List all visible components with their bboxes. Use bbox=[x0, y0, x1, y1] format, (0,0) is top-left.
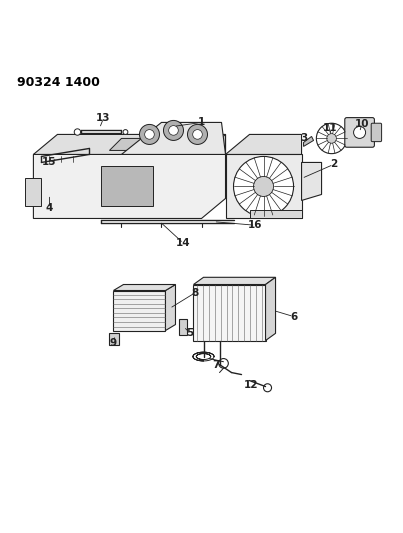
Circle shape bbox=[316, 123, 347, 154]
Polygon shape bbox=[226, 134, 301, 155]
Text: 14: 14 bbox=[176, 238, 191, 248]
Bar bbox=[193, 285, 266, 341]
Polygon shape bbox=[249, 211, 301, 219]
Polygon shape bbox=[25, 179, 42, 206]
Text: 5: 5 bbox=[186, 328, 193, 337]
Circle shape bbox=[253, 176, 274, 197]
Circle shape bbox=[74, 129, 81, 135]
Text: 8: 8 bbox=[192, 287, 199, 297]
Bar bbox=[110, 333, 119, 344]
Text: 90324 1400: 90324 1400 bbox=[17, 76, 100, 90]
FancyBboxPatch shape bbox=[371, 123, 382, 142]
Circle shape bbox=[139, 124, 160, 144]
Circle shape bbox=[193, 130, 202, 139]
Text: 15: 15 bbox=[42, 157, 57, 167]
Text: 16: 16 bbox=[248, 220, 263, 230]
Polygon shape bbox=[226, 155, 301, 219]
Polygon shape bbox=[33, 155, 226, 219]
Text: 6: 6 bbox=[290, 311, 297, 321]
Polygon shape bbox=[110, 139, 181, 150]
Polygon shape bbox=[166, 285, 175, 330]
Polygon shape bbox=[202, 134, 226, 155]
Text: 1: 1 bbox=[198, 117, 205, 127]
Text: 7: 7 bbox=[212, 360, 219, 370]
Polygon shape bbox=[33, 134, 226, 155]
Circle shape bbox=[164, 120, 183, 140]
Text: 4: 4 bbox=[46, 204, 53, 214]
Polygon shape bbox=[102, 166, 154, 206]
Text: 9: 9 bbox=[110, 337, 117, 348]
Circle shape bbox=[233, 157, 293, 216]
FancyBboxPatch shape bbox=[345, 118, 374, 147]
Text: 11: 11 bbox=[322, 124, 337, 133]
Text: 10: 10 bbox=[354, 119, 369, 130]
Polygon shape bbox=[193, 277, 276, 285]
Circle shape bbox=[264, 384, 272, 392]
Text: 12: 12 bbox=[244, 381, 259, 390]
Polygon shape bbox=[301, 163, 322, 200]
Text: 13: 13 bbox=[96, 114, 111, 124]
Polygon shape bbox=[121, 123, 226, 155]
Text: 3: 3 bbox=[300, 133, 307, 143]
Circle shape bbox=[327, 134, 337, 143]
Polygon shape bbox=[114, 285, 175, 290]
Polygon shape bbox=[303, 136, 314, 147]
Circle shape bbox=[187, 124, 208, 144]
Circle shape bbox=[145, 130, 154, 139]
Bar bbox=[114, 290, 166, 330]
Circle shape bbox=[123, 130, 128, 134]
Text: 2: 2 bbox=[330, 159, 337, 169]
Polygon shape bbox=[266, 277, 276, 341]
Circle shape bbox=[169, 126, 178, 135]
Circle shape bbox=[353, 126, 366, 139]
Circle shape bbox=[219, 359, 229, 368]
Bar bbox=[179, 319, 187, 335]
